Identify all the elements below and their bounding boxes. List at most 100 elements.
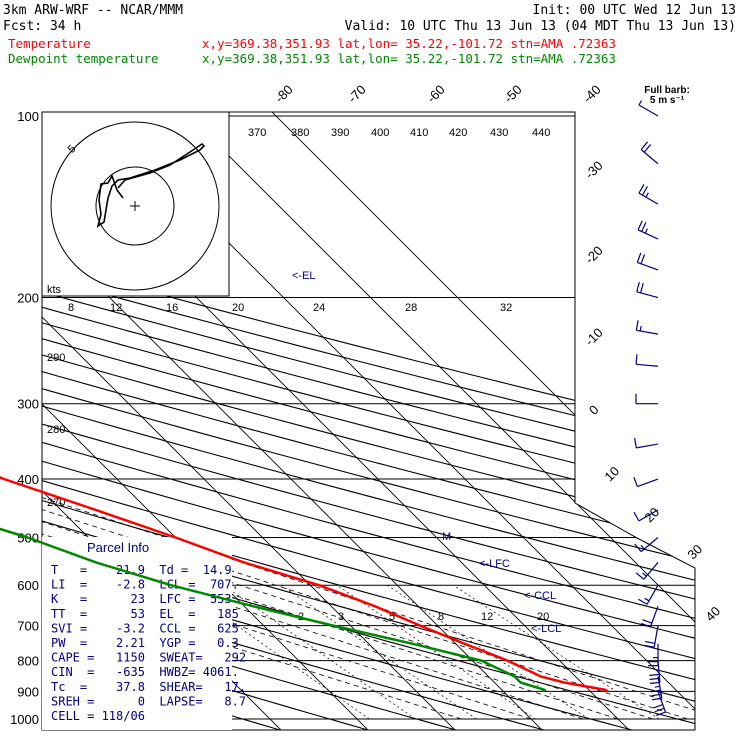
pressure-label: 900 xyxy=(17,684,39,699)
forecast-hour: Fcst: 34 h xyxy=(3,19,81,34)
pressure-label: 400 xyxy=(17,472,39,487)
level-markers: <-EL <-LFC <-CCL <-LCL M xyxy=(292,270,561,635)
pressure-label: 600 xyxy=(17,578,39,593)
isotherm-label: -20 xyxy=(582,243,606,267)
pressure-label: 300 xyxy=(17,397,39,412)
isotherm-label: -40 xyxy=(580,82,604,106)
dewpoint-profile xyxy=(0,527,546,693)
mixing-ratio-label: 5 xyxy=(389,611,395,623)
m-marker: M xyxy=(442,531,451,543)
isotherm-label: -50 xyxy=(501,82,525,106)
dry-adiabat xyxy=(42,128,695,730)
isotherm xyxy=(42,112,545,730)
hodograph: 5 kts xyxy=(41,111,230,297)
wind-barb xyxy=(636,282,659,299)
parcel-info-row: PW = 2.21 YGP = 0.3 xyxy=(51,636,239,650)
parcel-info-row: CIN = -635 HWBZ= 4061. xyxy=(51,665,239,679)
dry-adiabat xyxy=(42,128,695,730)
dry-adiabat xyxy=(42,128,695,730)
parcel-info-row: CELL = 118/06 xyxy=(51,709,145,723)
theta-label: 280 xyxy=(47,424,65,436)
wind-barb xyxy=(633,476,659,488)
el-marker: <-EL xyxy=(292,270,316,282)
theta-label: 380 xyxy=(291,127,309,139)
isotherm-label: -60 xyxy=(424,82,448,106)
kts-label: kts xyxy=(47,284,62,296)
mixing-ratio-label: 3 xyxy=(338,611,344,623)
wind-barb xyxy=(644,625,659,648)
parcel-info-row: TT = 53 EL = 185 xyxy=(51,607,239,621)
wind-barb xyxy=(638,184,659,205)
parcel-info-row: SREH = 0 LAPSE= 8.7 xyxy=(51,694,246,708)
temperature-profile xyxy=(0,476,609,693)
wind-barb xyxy=(640,605,659,628)
parcel-info-title: Parcel Info xyxy=(87,540,149,555)
dry-adiabat xyxy=(42,128,695,730)
dry-adiabat xyxy=(42,128,551,730)
parcel-info-row: K = 23 LFC = 553. xyxy=(51,592,239,606)
init-time: Init: 00 UTC Wed 12 Jun 13 xyxy=(533,3,737,18)
isotherm-label: 0 xyxy=(586,402,602,418)
isotherm-label: 30 xyxy=(684,541,705,562)
speed-tick: 8 xyxy=(68,302,74,314)
isotherm-label: 20 xyxy=(641,504,662,525)
isotherm xyxy=(248,112,695,730)
mixing-ratio-line xyxy=(336,584,536,720)
hodograph-speed-ticks: 8 12 16 20 24 28 32 xyxy=(68,302,512,314)
wind-barb xyxy=(635,354,659,367)
dry-adiabat xyxy=(42,128,695,730)
isotherm-label: -10 xyxy=(582,325,606,349)
dry-adiabat xyxy=(42,128,695,730)
wind-barb xyxy=(653,691,667,717)
valid-time: Valid: 10 UTC Thu 13 Jun 13 (04 MDT Thu … xyxy=(345,19,736,34)
theta-label: 410 xyxy=(410,127,428,139)
theta-labels: 370 380 390 400 410 420 430 440 290 280 … xyxy=(47,127,550,509)
lfc-marker: <-LFC xyxy=(479,558,510,570)
wind-barb xyxy=(640,141,659,165)
dry-adiabat xyxy=(42,128,463,730)
mixing-ratio-label: 20 xyxy=(537,611,549,623)
ccl-marker: <-CCL xyxy=(524,590,556,602)
speed-tick: 20 xyxy=(232,302,244,314)
isotherm-label: 10 xyxy=(601,463,622,484)
hodograph-ring-inner xyxy=(95,166,175,246)
hodograph-ring-outer xyxy=(50,121,220,291)
theta-label: 270 xyxy=(47,497,65,509)
wind-barb xyxy=(634,437,659,449)
wind-barb xyxy=(635,393,658,405)
speed-tick: 24 xyxy=(313,302,325,314)
parcel-info-rows: T = 21.9 Td = 14.9LI = -2.8 LCL = 707.K … xyxy=(51,563,246,723)
dry-adiabat xyxy=(42,128,695,730)
pressure-label: 100 xyxy=(17,109,39,124)
wind-barb xyxy=(634,537,659,553)
wind-barb xyxy=(635,320,659,335)
theta-label: 390 xyxy=(331,127,349,139)
theta-label: 370 xyxy=(248,127,266,139)
dry-adiabat xyxy=(42,128,695,730)
temperature-location: x,y=369.38,351.93 lat,lon= 35.22,-101.72… xyxy=(202,36,616,51)
speed-tick: 32 xyxy=(500,302,512,314)
mixing-ratio-line xyxy=(179,584,370,720)
isotherm-label: -30 xyxy=(582,158,606,182)
dewpoint-legend: Dewpoint temperature xyxy=(8,51,159,66)
pressure-label: 200 xyxy=(17,291,39,306)
mixing-ratio-label: 8 xyxy=(438,611,444,623)
parcel-info-row: SVI = -3.2 CCL = 625 xyxy=(51,621,239,635)
full-barb-units: 5 m s⁻¹ xyxy=(650,95,685,106)
theta-label: 400 xyxy=(371,127,389,139)
parcel-info-row: LI = -2.8 LCL = 707. xyxy=(51,578,239,592)
dry-adiabat xyxy=(42,128,695,730)
mixing-ratio-line xyxy=(223,584,416,720)
wind-barb xyxy=(636,252,659,271)
parcel-info-row: Tc = 37.8 SHEAR= 17. xyxy=(51,680,246,694)
theta-label: 440 xyxy=(532,127,550,139)
wind-barb xyxy=(637,220,659,240)
dry-adiabat xyxy=(42,128,695,730)
dry-adiabat xyxy=(42,128,695,730)
pressure-label: 800 xyxy=(17,654,39,669)
speed-tick: 12 xyxy=(110,302,122,314)
pressure-label: 700 xyxy=(17,619,39,634)
dry-adiabat xyxy=(42,128,695,730)
temperature-legend: Temperature xyxy=(8,36,91,51)
